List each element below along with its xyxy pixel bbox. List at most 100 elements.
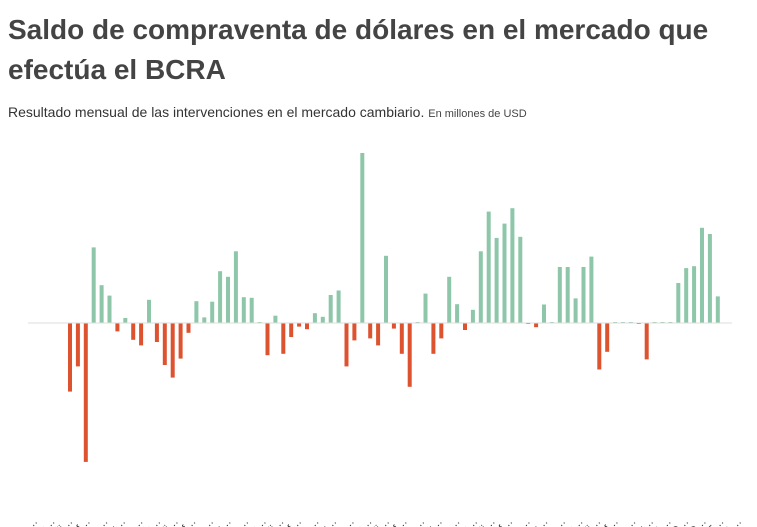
x-tick-label: di…	[159, 516, 181, 527]
subtitle-text: Resultado mensual de las intervenciones …	[8, 104, 425, 120]
bar	[328, 295, 333, 323]
x-tick-label: a…	[618, 516, 639, 527]
bar	[99, 285, 104, 323]
bar	[423, 293, 428, 323]
x-tick-label: ju…	[422, 516, 445, 527]
bar	[605, 323, 610, 352]
bar	[502, 223, 507, 323]
x-tick-label: o…	[354, 516, 375, 527]
bar	[534, 323, 539, 328]
x-tick-label: f…	[602, 516, 620, 527]
x-tick-label: a…	[196, 516, 217, 527]
bar	[186, 323, 191, 333]
bar	[494, 237, 499, 323]
bar	[478, 251, 483, 323]
bar	[518, 236, 523, 323]
bar	[233, 251, 238, 323]
x-tick-label: f…	[391, 516, 409, 527]
bar	[597, 323, 602, 370]
bar	[202, 317, 207, 323]
x-tick-label: a…	[231, 516, 252, 527]
bar	[115, 323, 120, 332]
bar	[447, 276, 452, 323]
bar	[305, 323, 309, 330]
x-tick-label: o…	[248, 516, 269, 527]
x-tick-label: o…	[565, 516, 586, 527]
bar	[281, 323, 286, 354]
bar	[384, 255, 388, 323]
bar	[352, 323, 357, 341]
bar	[565, 267, 570, 323]
bar	[320, 316, 325, 323]
x-tick-label: o…	[37, 516, 58, 527]
bar	[486, 211, 491, 323]
x-tick-label: o…	[143, 516, 164, 527]
x-tick-label: f…	[286, 516, 304, 527]
bar	[360, 153, 365, 323]
x-tick-label: A…	[652, 516, 673, 527]
units-label: En millones de USD	[428, 108, 527, 120]
bar	[700, 227, 704, 323]
bar	[376, 323, 381, 346]
bar	[218, 271, 223, 323]
bar	[676, 283, 681, 323]
x-tick-label: di…	[475, 516, 497, 527]
x-tick-label: di…	[581, 516, 603, 527]
x-tick-labels: a…o…di… f…a…ju…a…o…di… f…a…ju…a…o…di… f…a…j…	[20, 516, 745, 527]
bar	[581, 267, 586, 323]
bar	[368, 323, 373, 339]
bar	[265, 323, 270, 356]
x-tick-label: a…	[20, 516, 41, 527]
x-tick-label: D…	[687, 516, 709, 527]
bar	[147, 299, 151, 323]
bar	[226, 276, 230, 323]
bar	[273, 315, 278, 323]
x-tick-label: a…	[125, 516, 146, 527]
bar	[289, 323, 294, 337]
x-tick-label: a…	[442, 516, 463, 527]
bar	[692, 266, 697, 323]
x-tick-label: ju…	[633, 516, 656, 527]
x-tick-label: f…	[180, 516, 198, 527]
bar	[463, 323, 467, 330]
bar	[210, 301, 215, 323]
bar	[249, 297, 254, 323]
bar	[644, 323, 649, 360]
bar	[542, 304, 546, 323]
chart-subtitle: Resultado mensual de las intervenciones …	[8, 104, 527, 120]
bar	[439, 323, 444, 339]
x-tick-label: ju…	[211, 516, 234, 527]
x-tick-label: f…	[74, 516, 92, 527]
bar	[336, 290, 341, 323]
bar	[399, 323, 404, 354]
x-tick-label: o…	[460, 516, 481, 527]
bar	[83, 323, 88, 462]
x-tick-label: ju…	[316, 516, 339, 527]
x-tick-label: a…	[407, 516, 428, 527]
bar	[470, 309, 475, 323]
bar	[684, 268, 689, 323]
bar	[312, 313, 317, 323]
bar	[715, 296, 720, 323]
x-tick-label: ju…	[527, 516, 550, 527]
bar	[131, 323, 136, 340]
bar	[707, 234, 712, 323]
bar	[589, 256, 594, 323]
x-tick-label: F…	[705, 516, 726, 527]
bar	[297, 323, 302, 327]
bar	[170, 323, 175, 378]
bars-group	[68, 153, 720, 462]
x-tick-label: a…	[301, 516, 322, 527]
x-tick-label: di…	[370, 516, 392, 527]
x-tick-label: a…	[336, 516, 357, 527]
bar	[68, 323, 72, 392]
bar	[194, 301, 199, 323]
x-tick-label: a…	[548, 516, 569, 527]
x-tick-label: f…	[497, 516, 515, 527]
bar	[154, 323, 159, 342]
bar	[557, 267, 562, 323]
x-tick-label: ju…	[105, 516, 128, 527]
bar	[241, 297, 246, 323]
bar	[123, 318, 128, 323]
